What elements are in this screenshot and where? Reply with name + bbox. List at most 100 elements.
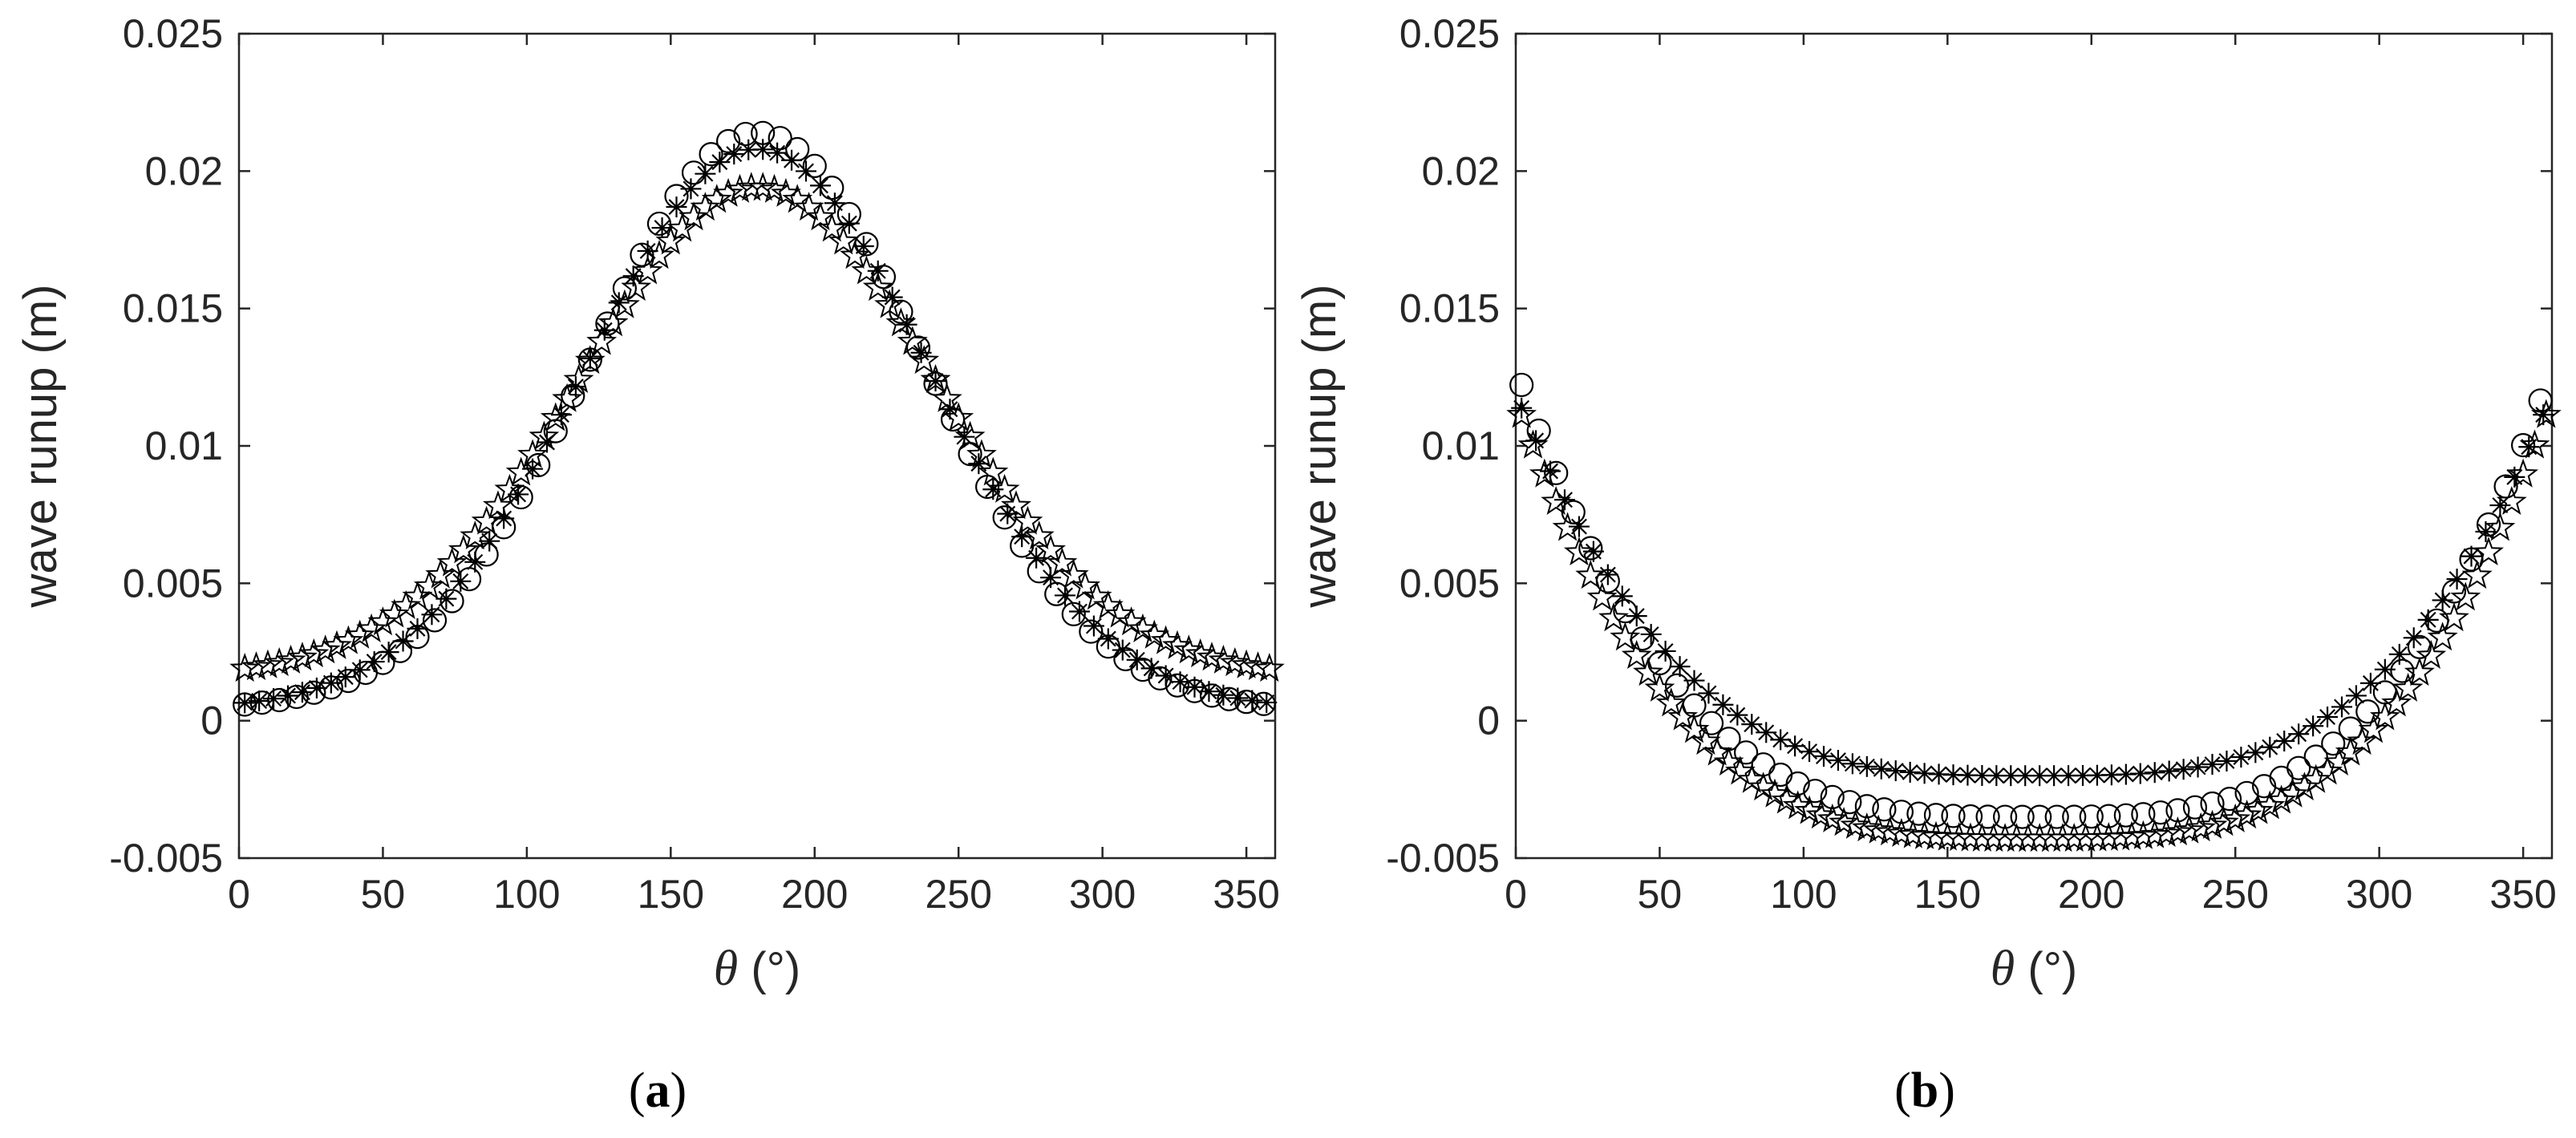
data-point-asterisk [2129,763,2151,784]
data-point-asterisk [2461,545,2482,567]
data-point-star [529,420,560,450]
data-point-circle [1854,794,1879,819]
x-tick-label: 100 [493,872,560,917]
data-point-asterisk [320,672,342,694]
asterisk-stroke [351,662,368,678]
data-point-circle [1941,804,1966,828]
data-point-circle [2321,731,2346,756]
data-point-circle [336,668,361,694]
asterisk-stroke [2088,767,2105,784]
data-point-star [2358,714,2389,743]
asterisk-stroke [668,199,685,216]
data-point-star [402,581,433,610]
data-point-star [862,271,893,302]
asterisk-stroke [2434,592,2451,609]
asterisk-stroke [2218,752,2235,769]
data-point-asterisk [2201,754,2223,776]
panel-label-close: ) [670,1063,687,1118]
data-point-asterisk [1126,649,1148,670]
asterisk-stroke [1244,692,1261,709]
data-point-star [597,307,629,337]
chart-panel-b: 0 50 100 150 200 250 300 350-0.00500.0050.010.0… [1294,11,2562,1118]
data-point-circle [733,121,758,147]
y-tick-label: 0.025 [1399,11,1500,56]
data-point-star [2093,822,2124,852]
data-point-asterisk [1813,746,1835,767]
data-point-asterisk [824,192,845,214]
data-point-star [632,255,663,285]
data-point-asterisk [1683,670,1705,691]
asterisk-stroke [1744,716,1760,733]
data-point-star [1081,581,1112,610]
data-point-star [2404,657,2435,686]
data-point-asterisk [680,178,702,200]
data-point-star [1254,652,1285,682]
asterisk-stroke [1201,683,1217,700]
data-point-asterisk [1626,605,1647,627]
data-point-circle [1217,686,1241,711]
x-tick-label: 50 [361,872,406,917]
asterisk-stroke [1816,748,1832,764]
data-point-circle [2217,787,2242,812]
data-point-star [2128,820,2159,849]
data-point-asterisk [1241,690,1263,711]
asterisk-stroke [366,654,383,670]
asterisk-stroke [2189,759,2206,776]
data-point-star [954,420,986,450]
asterisk-stroke [812,177,828,194]
data-point-circle [2010,804,2035,829]
panel-label: (a) [629,1063,687,1118]
asterisk-stroke [2492,497,2509,514]
x-axis-unit: (°) [2015,943,2077,995]
data-point-asterisk [2259,736,2281,758]
data-point-star [1885,817,1917,847]
data-point-circle [1578,536,1603,561]
data-point-star [2197,809,2228,839]
data-point-star [851,255,882,285]
data-point-star [2185,812,2217,842]
data-point-asterisk [2359,672,2381,694]
data-point-asterisk [1655,640,1676,662]
data-point-circle [1148,666,1173,690]
data-point-asterisk [1698,682,1719,704]
data-point-asterisk [421,604,443,626]
data-point-star [1713,746,1744,776]
data-point-asterisk [1026,547,1047,569]
asterisk-stroke [2204,756,2221,773]
data-point-circle [1820,784,1845,809]
asterisk-stroke [496,510,512,527]
y-tick-label: 0.01 [1422,423,1500,468]
y-tick-label: 0.015 [1399,286,1500,331]
asterisk-stroke [1902,763,1918,780]
asterisk-stroke [1186,678,1203,695]
data-point-asterisk [306,677,327,699]
data-point-asterisk [1827,750,1849,771]
data-point-asterisk [796,160,817,182]
data-point-star [2450,581,2481,611]
asterisk-stroke [2003,767,2019,784]
data-point-asterisk [1841,753,1863,775]
data-point-circle [630,242,654,267]
data-point-asterisk [234,692,256,714]
data-point-asterisk [1669,656,1691,678]
data-point-star [678,201,709,231]
data-point-asterisk [1582,541,1604,562]
asterisk-stroke [1157,667,1174,684]
data-point-star [2369,701,2400,731]
data-point-star [275,644,306,674]
data-point-asterisk [263,688,285,710]
asterisk-stroke [2075,767,2091,784]
asterisk-stroke [2146,764,2163,781]
series-asterisk [1511,397,2554,787]
data-point-star [701,184,732,213]
data-point-star [1586,581,1618,611]
data-point-star [2231,799,2262,829]
data-point-star [874,289,905,318]
data-point-asterisk [2374,658,2396,680]
asterisk-stroke [2405,630,2422,646]
asterisk-stroke [1844,755,1861,772]
data-point-star [1058,559,1089,589]
data-point-asterisk [1856,755,1877,777]
data-point-circle [2131,802,2156,827]
